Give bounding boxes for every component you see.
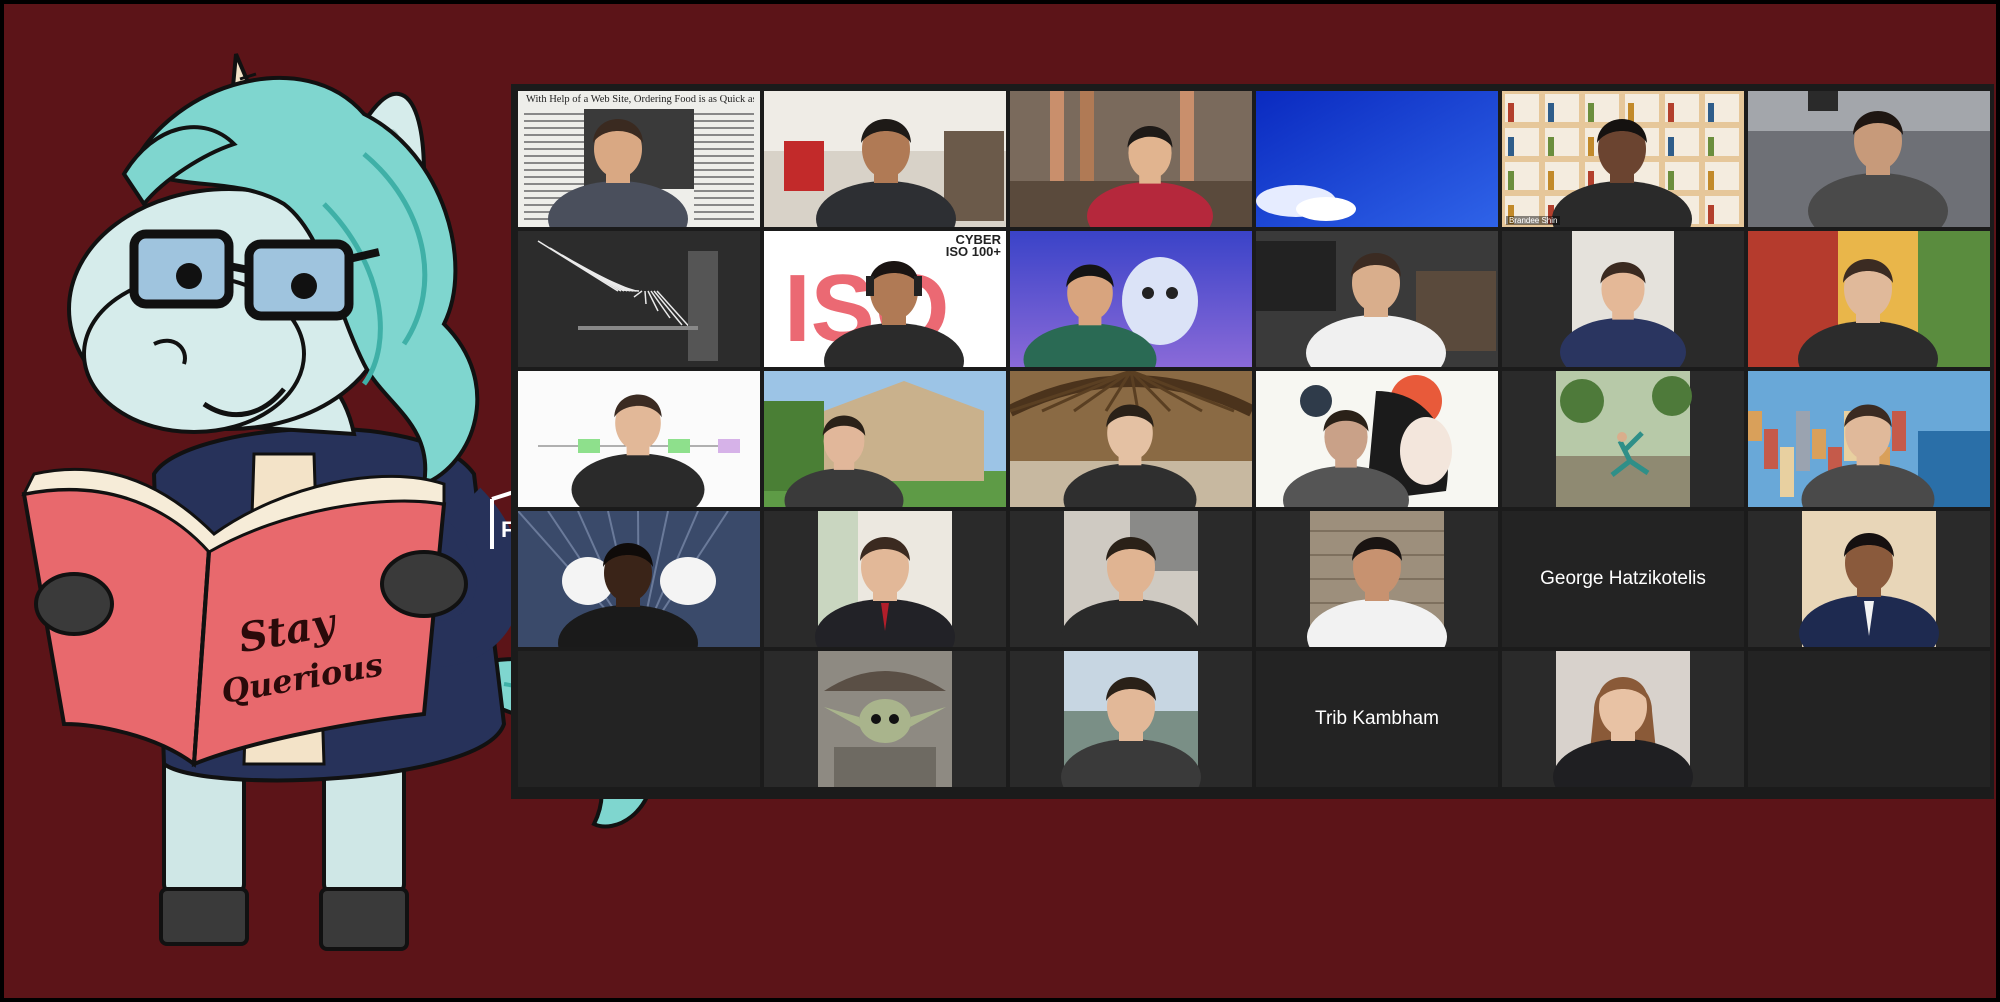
participant-video-tile[interactable] [518,231,760,367]
empty-gallery-slot [1748,651,1990,787]
background-corner-text: CYBER ISO 100+ [945,232,1001,259]
participant-video-feed [1502,651,1744,787]
participant-video-tile[interactable] [1010,511,1252,647]
participant-video-tile[interactable] [1010,371,1252,507]
participant-video-feed [1748,91,1990,227]
unicorn-mascot-illustration: F Stay Querious [21,53,657,951]
participant-video-tile[interactable] [764,511,1006,647]
participant-video-tile[interactable] [1010,651,1252,787]
participant-video-tile[interactable] [1256,91,1498,227]
participant-video-feed [1748,371,1990,507]
participant-video-feed [764,371,1006,507]
participant-video-feed [1502,371,1744,507]
participant-video-feed [518,231,760,367]
participant-video-feed [1010,231,1252,367]
participant-video-tile[interactable] [1748,371,1990,507]
participant-video-feed [1256,91,1498,227]
participant-video-tile[interactable] [764,651,1006,787]
video-gallery-grid: With Help of a Web Site, Ordering Food i… [511,84,1994,799]
participant-video-feed [1502,91,1744,227]
participant-video-feed: ISO [764,231,1006,367]
participant-video-feed [1010,511,1252,647]
participant-name: Trib Kambham [1315,708,1439,729]
participant-video-tile[interactable] [1010,91,1252,227]
participant-video-feed [518,91,760,227]
participant-video-feed [518,511,760,647]
participant-video-tile[interactable] [1502,651,1744,787]
participant-video-tile[interactable]: ISO CYBER ISO 100+ [764,231,1006,367]
participant-video-feed [1256,371,1498,507]
participant-video-feed [1256,231,1498,367]
participant-video-tile[interactable]: With Help of a Web Site, Ordering Food i… [518,91,760,227]
participant-video-tile[interactable] [518,371,760,507]
participant-video-tile[interactable] [1502,231,1744,367]
participant-video-feed [764,91,1006,227]
participant-name: George Hatzikotelis [1540,568,1706,589]
participant-video-feed [1748,511,1990,647]
participant-video-feed [1502,231,1744,367]
participant-video-feed [764,651,1006,787]
participant-video-tile[interactable] [1502,371,1744,507]
empty-gallery-slot [518,651,760,787]
participant-video-tile[interactable] [518,511,760,647]
participant-video-feed [1748,231,1990,367]
participant-video-feed [1256,511,1498,647]
participant-video-tile[interactable] [764,371,1006,507]
participant-video-tile[interactable] [1748,91,1990,227]
participant-video-feed [518,371,760,507]
participant-video-feed [1010,91,1252,227]
participant-video-feed [1010,371,1252,507]
participant-video-feed [764,511,1006,647]
participant-video-tile[interactable] [1748,511,1990,647]
participant-video-tile[interactable] [1256,371,1498,507]
participant-name-label: Brandee Shin [1506,216,1561,225]
participant-video-tile[interactable]: Trib Kambham [1256,651,1498,787]
background-headline-text: With Help of a Web Site, Ordering Food i… [526,94,754,105]
event-banner: F Stay Querious With Help of a Web Site,… [4,4,1996,998]
participant-video-tile[interactable] [1010,231,1252,367]
participant-video-tile[interactable] [764,91,1006,227]
participant-video-tile[interactable]: Brandee Shin [1502,91,1744,227]
participant-video-tile[interactable]: George Hatzikotelis [1502,511,1744,647]
participant-video-tile[interactable] [1256,511,1498,647]
participant-video-feed [1010,651,1252,787]
participant-video-tile[interactable] [1256,231,1498,367]
participant-video-tile[interactable] [1748,231,1990,367]
